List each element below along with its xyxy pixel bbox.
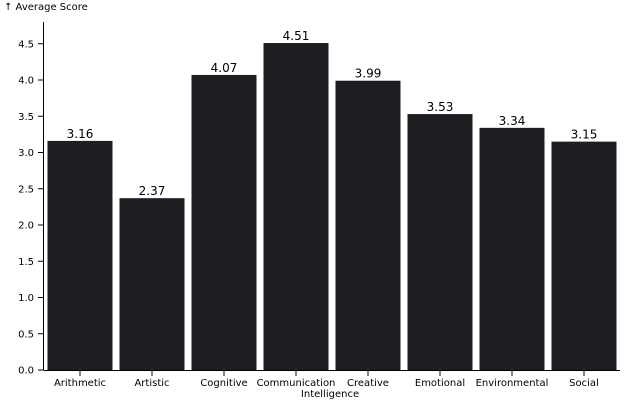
bar-value-label: 3.99 (355, 67, 382, 81)
bar-emotional (407, 114, 473, 370)
bar-artistic (119, 198, 185, 370)
y-tick-label: 0.5 (18, 329, 34, 340)
x-tick-label: Artistic (134, 378, 169, 389)
x-axis-title: Intelligence (301, 389, 359, 400)
y-tick-label: 1.0 (18, 293, 34, 304)
bar-creative (335, 80, 401, 370)
y-tick-label: 1.5 (18, 257, 34, 268)
x-tick-label: Creative (347, 378, 389, 389)
bar-value-label: 3.15 (571, 128, 598, 142)
y-tick-label: 3.5 (18, 112, 34, 123)
x-tick-label: Emotional (415, 378, 465, 389)
x-tick-label: Environmental (476, 378, 549, 389)
bar-arithmetic (47, 140, 113, 370)
x-tick-label: Cognitive (200, 378, 247, 389)
bar-value-label: 3.53 (427, 100, 454, 114)
y-tick-label: 2.0 (18, 221, 34, 232)
bar-value-label: 3.16 (67, 127, 94, 141)
bar-communication (263, 43, 329, 371)
y-axis-title: ↑ Average Score (4, 2, 88, 13)
bar-social (551, 141, 617, 370)
y-tick-label: 0.0 (18, 366, 34, 377)
bar-environmental (479, 127, 545, 370)
y-tick-label: 4.0 (18, 76, 34, 87)
y-tick-label: 3.0 (18, 148, 34, 159)
bar-cognitive (191, 74, 257, 371)
bars: 3.16 2.37 4.07 4.51 3.99 3.53 3.34 3.15 (47, 29, 617, 371)
y-tick-label: 2.5 (18, 184, 34, 195)
y-axis-ticks: 0.0 0.5 1.0 1.5 2.0 2.5 3.0 3.5 4.0 4.5 (18, 39, 43, 377)
bar-value-label: 3.34 (499, 114, 526, 128)
bar-value-label: 4.07 (211, 61, 238, 75)
bar-value-label: 4.51 (283, 29, 310, 43)
bar-value-label: 2.37 (139, 184, 166, 198)
x-tick-label: Arithmetic (54, 378, 106, 389)
x-tick-label: Communication (257, 378, 336, 389)
y-tick-label: 4.5 (18, 39, 34, 50)
x-axis-ticks: Arithmetic Artistic Cognitive Communication… (54, 370, 599, 389)
x-tick-label: Social (569, 378, 599, 389)
